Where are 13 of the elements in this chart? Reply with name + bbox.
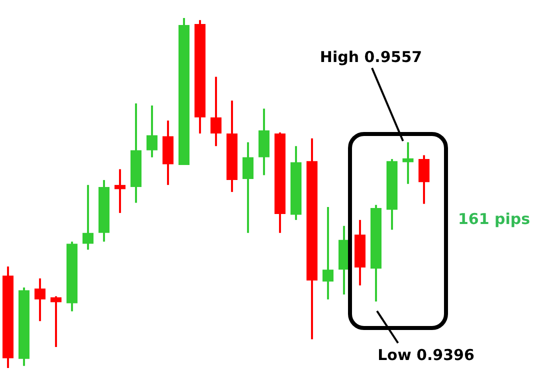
annotation: High 0.9557 bbox=[320, 48, 422, 66]
candlestick bbox=[210, 76, 222, 148]
candlestick bbox=[146, 104, 158, 158]
candlestick bbox=[114, 168, 126, 214]
candlestick bbox=[82, 184, 94, 251]
candlestick bbox=[402, 141, 414, 185]
candlestick bbox=[50, 295, 62, 348]
candlestick bbox=[418, 154, 430, 205]
candlestick bbox=[242, 141, 254, 234]
candlestick bbox=[34, 277, 46, 322]
text: 161 pips bbox=[458, 210, 530, 228]
annotation: Low 0.9396 bbox=[378, 346, 474, 364]
candlestick bbox=[322, 206, 334, 300]
